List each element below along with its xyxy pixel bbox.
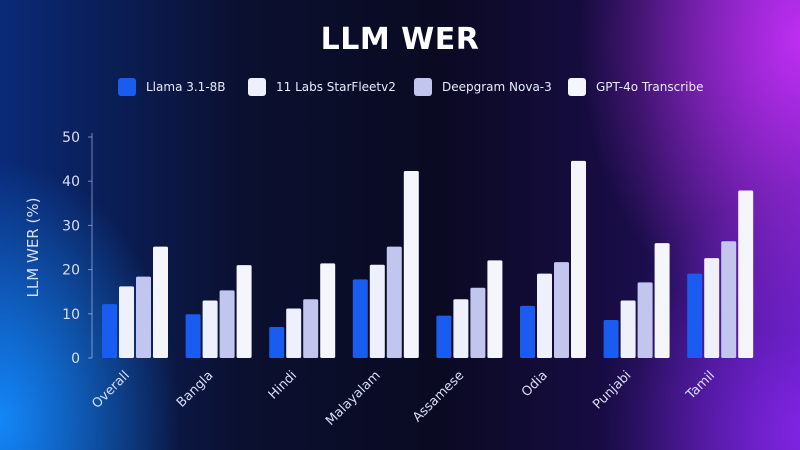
bar bbox=[386, 246, 402, 358]
x-tick-label: Overall bbox=[89, 368, 132, 411]
bar bbox=[286, 308, 302, 358]
legend: Llama 3.1-8B 11 Labs StarFleetv2 Deepgra… bbox=[0, 78, 800, 98]
bar bbox=[470, 287, 486, 358]
bar bbox=[369, 264, 385, 358]
x-tick-label: Bangla bbox=[174, 368, 216, 410]
legend-swatch bbox=[568, 78, 586, 96]
y-tick-label: 40 bbox=[62, 174, 80, 190]
bar bbox=[269, 327, 285, 358]
bar bbox=[453, 299, 469, 358]
bar bbox=[352, 279, 368, 358]
legend-swatch bbox=[118, 78, 136, 96]
bar bbox=[620, 300, 636, 358]
y-tick-label: 0 bbox=[71, 351, 80, 367]
bar bbox=[554, 262, 569, 358]
x-tick-label: Assamese bbox=[410, 368, 467, 425]
y-axis-title: LLM WER (%) bbox=[24, 198, 42, 298]
bar bbox=[520, 305, 535, 358]
bar bbox=[704, 258, 720, 358]
bar bbox=[136, 276, 151, 358]
bar bbox=[303, 299, 319, 358]
bar bbox=[185, 314, 201, 358]
legend-label: GPT-4o Transcribe bbox=[596, 80, 704, 94]
y-tick-label: 50 bbox=[62, 130, 80, 146]
bar bbox=[738, 190, 754, 358]
bar bbox=[119, 286, 134, 358]
x-tick-label: Odia bbox=[519, 368, 551, 400]
bar bbox=[487, 260, 503, 358]
x-tick-label: Malayalam bbox=[323, 368, 384, 429]
bar bbox=[571, 160, 586, 358]
bar bbox=[153, 246, 168, 358]
y-tick-label: 20 bbox=[62, 263, 80, 279]
bar bbox=[236, 265, 252, 358]
legend-item-deepgram: Deepgram Nova-3 bbox=[414, 78, 552, 96]
y-tick-label: 10 bbox=[62, 307, 80, 323]
legend-swatch bbox=[414, 78, 432, 96]
legend-label: 11 Labs StarFleetv2 bbox=[276, 80, 396, 94]
legend-item-gpt4o: GPT-4o Transcribe bbox=[568, 78, 703, 96]
bar bbox=[687, 273, 703, 358]
bar bbox=[102, 304, 117, 358]
bar bbox=[654, 243, 670, 358]
bar bbox=[603, 319, 619, 358]
bar bbox=[403, 171, 419, 358]
legend-swatch bbox=[248, 78, 266, 96]
bar bbox=[320, 263, 336, 358]
bar bbox=[637, 282, 653, 358]
legend-label: Deepgram Nova-3 bbox=[442, 80, 552, 94]
legend-item-llama: Llama 3.1-8B bbox=[118, 78, 226, 96]
y-tick-label: 30 bbox=[62, 218, 80, 234]
bar bbox=[202, 300, 218, 358]
bar bbox=[436, 315, 452, 358]
legend-item-11labs: 11 Labs StarFleetv2 bbox=[248, 78, 396, 96]
x-tick-label: Tamil bbox=[683, 368, 718, 403]
chart-title: LLM WER bbox=[320, 22, 480, 57]
bar bbox=[721, 241, 737, 358]
x-tick-label: Hindi bbox=[266, 368, 300, 402]
bar bbox=[219, 290, 235, 358]
legend-label: Llama 3.1-8B bbox=[146, 80, 226, 94]
bar bbox=[537, 273, 552, 358]
x-tick-label: Punjabi bbox=[590, 368, 634, 412]
